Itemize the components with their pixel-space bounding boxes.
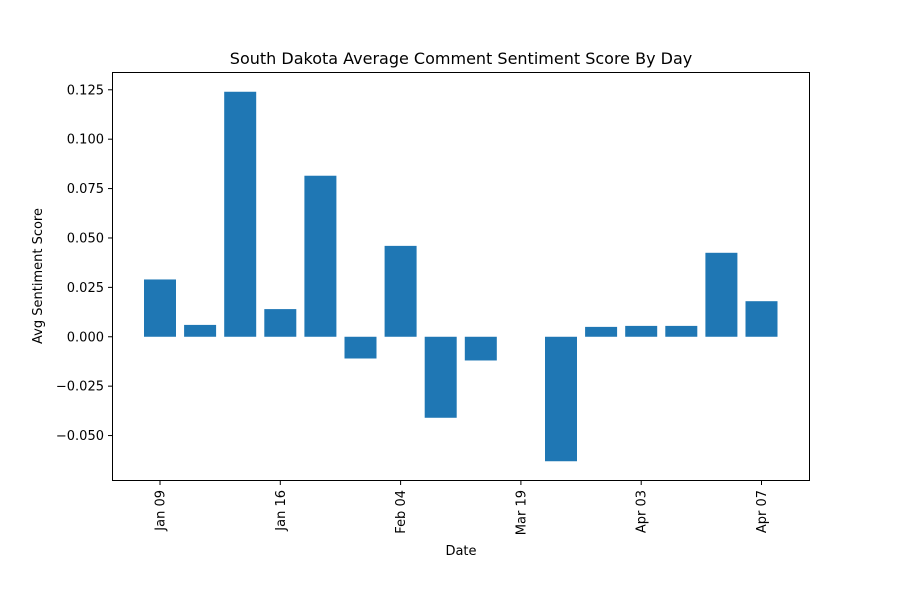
bar-6: [384, 245, 417, 337]
x-tick-label: Apr 03: [635, 490, 650, 533]
y-axis-label: Avg Sentiment Score: [31, 208, 46, 344]
bar-7: [424, 336, 457, 418]
bar-2: [224, 91, 257, 337]
bar-1: [184, 324, 217, 337]
y-tick-label: 0.000: [67, 330, 104, 345]
y-tick-label: 0.050: [67, 231, 104, 246]
bar-8: [464, 336, 497, 361]
bar-5: [344, 336, 377, 359]
bar-14: [705, 252, 738, 337]
plot-frame: [112, 72, 810, 481]
x-tick-label: Feb 04: [394, 490, 409, 534]
y-tick-label: 0.075: [67, 182, 104, 197]
y-tick-label: −0.025: [56, 380, 104, 395]
bar-10: [545, 336, 577, 462]
bar-13: [665, 325, 698, 337]
chart-title: South Dakota Average Comment Sentiment S…: [230, 49, 692, 68]
x-tick-label: Jan 16: [274, 490, 289, 532]
y-tick-label: −0.050: [56, 429, 104, 444]
x-tick-label: Mar 19: [514, 490, 529, 535]
bars: [144, 91, 778, 462]
y-tick-label: 0.125: [67, 83, 104, 98]
x-axis-label: Date: [445, 544, 476, 559]
x-axis-ticks: Jan 09 Jan 16 Feb 04 Mar 19 Apr 03 Apr 07: [154, 481, 770, 535]
bar-12: [625, 325, 658, 337]
x-tick-label: Jan 09: [154, 490, 169, 532]
y-axis-ticks: −0.050 −0.025 0.000 0.025 0.050 0.075 0.100 0.1…: [56, 83, 112, 444]
y-tick-label: 0.025: [67, 281, 104, 296]
x-tick-label: Apr 07: [755, 490, 770, 533]
bar-4: [304, 175, 337, 337]
y-tick-label: 0.100: [67, 133, 104, 148]
bar-15: [745, 301, 778, 337]
bar-11: [585, 326, 618, 337]
bar-3: [264, 309, 297, 337]
bar-0: [144, 279, 176, 337]
